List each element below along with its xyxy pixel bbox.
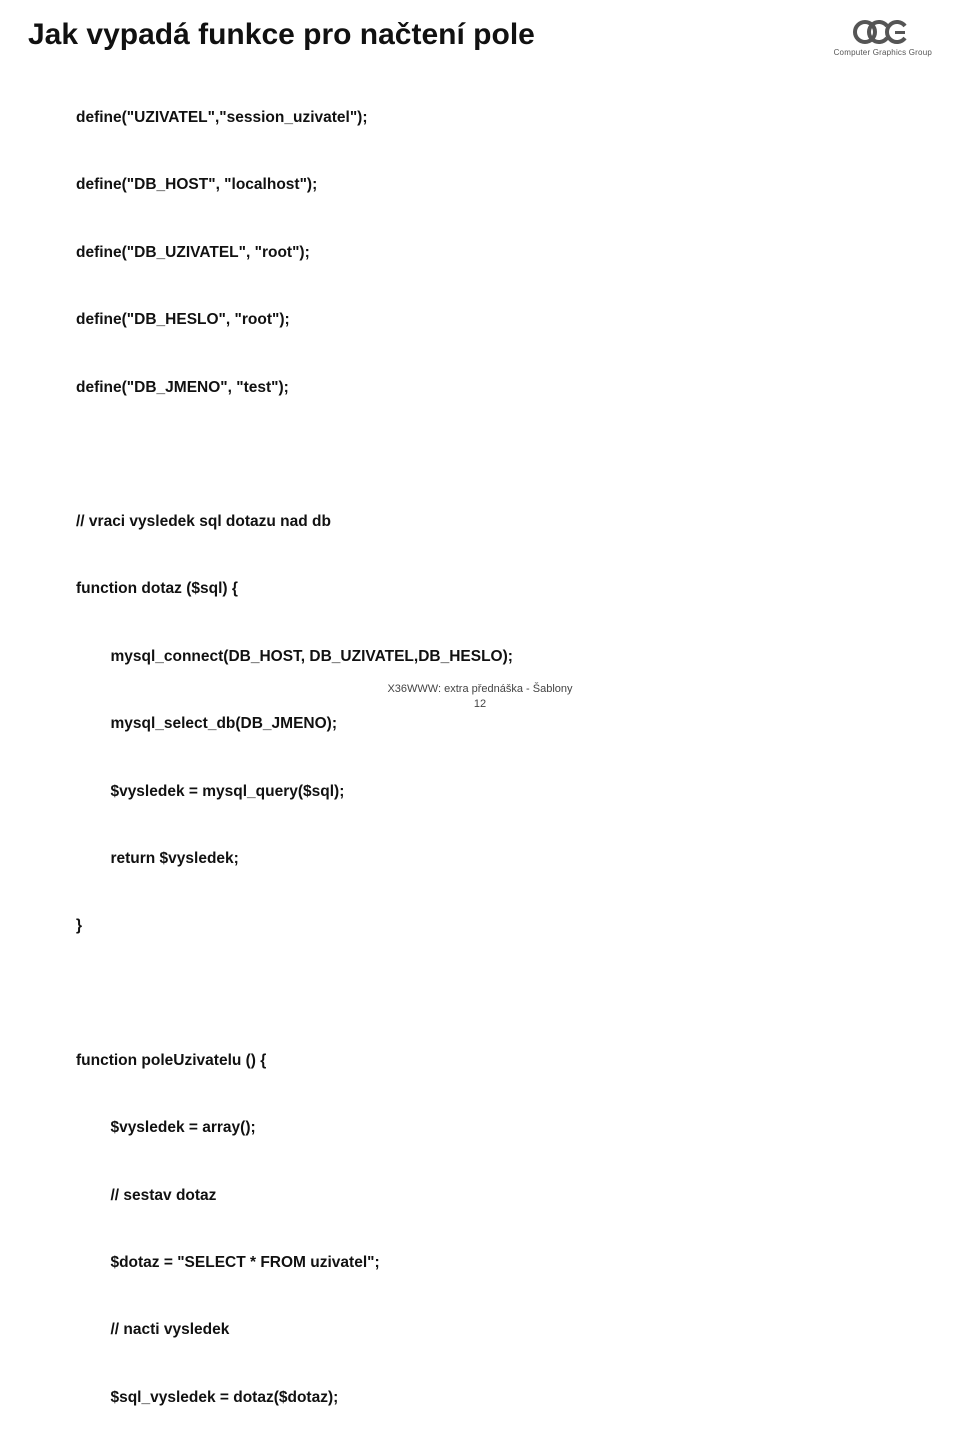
code-line: $vysledek = array(); <box>76 1117 932 1139</box>
code-line: mysql_connect(DB_HOST, DB_UZIVATEL,DB_HE… <box>76 646 932 668</box>
code-line: } <box>76 915 932 937</box>
code-line: define("DB_HESLO", "root"); <box>76 309 932 331</box>
code-line: function dotaz ($sql) { <box>76 578 932 600</box>
code-line: return $vysledek; <box>76 848 932 870</box>
code-line: $dotaz = "SELECT * FROM uzivatel"; <box>76 1252 932 1274</box>
code-line: function poleUzivatelu () { <box>76 1050 932 1072</box>
code-line: // sestav dotaz <box>76 1185 932 1207</box>
page-number: 12 <box>0 697 960 711</box>
code-line: // nacti vysledek <box>76 1319 932 1341</box>
footer: X36WWW: extra přednáška - Šablony 12 <box>0 682 960 711</box>
code-line: mysql_select_db(DB_JMENO); <box>76 713 932 735</box>
code-line: define("DB_UZIVATEL", "root"); <box>76 242 932 264</box>
code-blank <box>76 983 932 1005</box>
code-block: define("UZIVATEL","session_uzivatel"); d… <box>76 62 932 1434</box>
code-line: $vysledek = mysql_query($sql); <box>76 781 932 803</box>
code-line: define("UZIVATEL","session_uzivatel"); <box>76 107 932 129</box>
logo: Computer Graphics Group <box>834 18 932 57</box>
cgg-logo-icon <box>851 18 915 46</box>
slide: Computer Graphics Group Jak vypadá funkc… <box>0 0 960 717</box>
code-line: define("DB_JMENO", "test"); <box>76 377 932 399</box>
code-line: // vraci vysledek sql dotazu nad db <box>76 511 932 533</box>
code-line: define("DB_HOST", "localhost"); <box>76 174 932 196</box>
code-blank <box>76 444 932 466</box>
slide-title: Jak vypadá funkce pro načtení pole <box>28 18 932 52</box>
code-line: $sql_vysledek = dotaz($dotaz); <box>76 1387 932 1409</box>
footer-text: X36WWW: extra přednáška - Šablony <box>0 682 960 696</box>
logo-label: Computer Graphics Group <box>834 48 932 57</box>
